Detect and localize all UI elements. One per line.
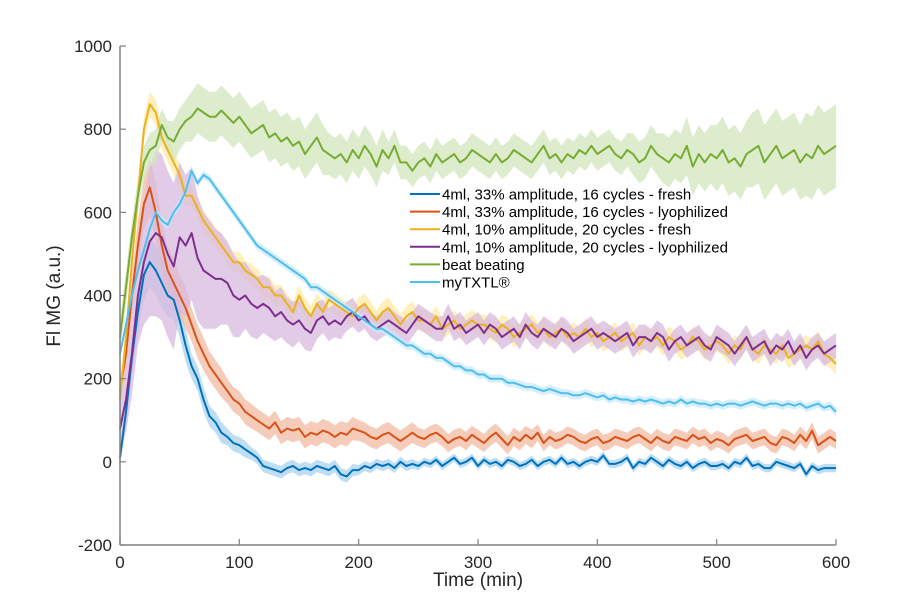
line-series-5: [119, 169, 837, 413]
x-tick-label: 200: [344, 553, 372, 572]
y-tick-label: 400: [84, 287, 112, 306]
y-axis-label: Fl MG (a.u.): [44, 245, 65, 346]
x-tick-label: 500: [702, 553, 730, 572]
y-tick-label: -200: [78, 536, 112, 555]
x-axis-label: Time (min): [433, 570, 523, 591]
line-series-0: [119, 261, 836, 478]
line-series-1: [119, 186, 837, 447]
band-series-4: [120, 83, 836, 354]
y-tick-label: 0: [103, 453, 112, 472]
legend-label-3: 4ml, 10% amplitude, 20 cycles - lyophili…: [442, 239, 728, 256]
line-series-3: [119, 232, 837, 429]
y-tick-label: 600: [84, 203, 112, 222]
x-tick-label: 600: [822, 553, 850, 572]
legend: 4ml, 33% amplitude, 16 cycles - fresh4ml…: [410, 187, 728, 292]
confidence-bands: [120, 83, 836, 483]
y-tick-label: 800: [84, 120, 112, 139]
legend-label-2: 4ml, 10% amplitude, 20 cycles - fresh: [442, 222, 691, 239]
y-tick-label: 200: [84, 370, 112, 389]
legend-label-5: myTXTL®: [442, 275, 510, 292]
x-tick-label: 100: [225, 553, 253, 572]
legend-label-4: beat beating: [442, 257, 525, 274]
series-lines: [119, 103, 837, 478]
legend-label-0: 4ml, 33% amplitude, 16 cycles - fresh: [442, 187, 691, 204]
legend-label-1: 4ml, 33% amplitude, 16 cycles - lyophili…: [442, 204, 728, 221]
y-tick-label: 1000: [74, 37, 112, 56]
x-tick-label: 0: [115, 553, 124, 572]
band-series-3: [120, 150, 836, 454]
x-tick-label: 300: [464, 553, 492, 572]
x-tick-label: 400: [583, 553, 611, 572]
line-series-4: [119, 107, 837, 338]
